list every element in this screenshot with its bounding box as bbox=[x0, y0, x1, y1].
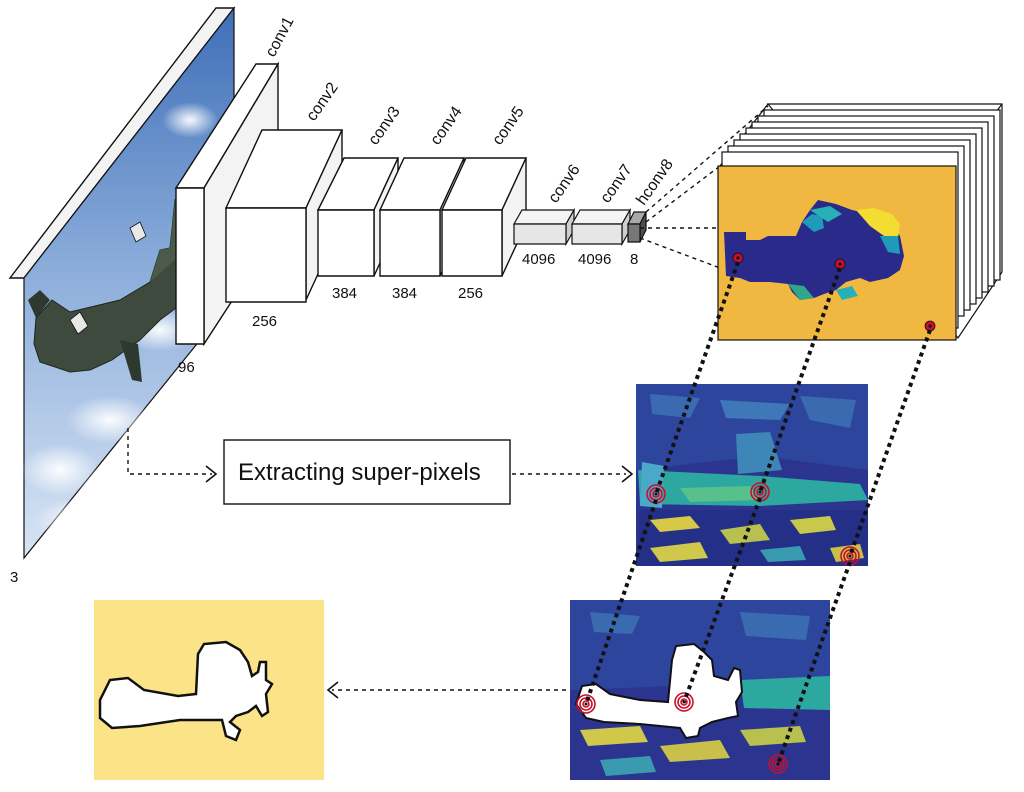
conv7-depth-label: 4096 bbox=[578, 251, 611, 268]
fused-marker-1 bbox=[576, 694, 596, 714]
correspondence-lines bbox=[584, 261, 932, 765]
fused-marker-3 bbox=[768, 754, 788, 774]
conv1-depth-label: 96 bbox=[178, 359, 195, 376]
extract-superpixels-label: Extracting super-pixels bbox=[238, 459, 481, 486]
superpixel-image bbox=[636, 384, 868, 566]
conv1-name-label: conv1 bbox=[263, 14, 298, 60]
result-mask bbox=[94, 600, 324, 780]
conv4-depth-label: 384 bbox=[392, 285, 417, 302]
conv4-block: conv4 384 bbox=[378, 103, 466, 302]
conv5-depth-label: 256 bbox=[458, 285, 483, 302]
hash-map-stack bbox=[717, 103, 1003, 341]
fused-mask bbox=[574, 642, 744, 740]
hash-map-object bbox=[724, 200, 904, 300]
projection-lines bbox=[639, 105, 769, 269]
hconv8-block: hconv8 8 bbox=[627, 156, 677, 268]
conv6-depth-label: 4096 bbox=[522, 251, 555, 268]
conv7-block: conv7 4096 bbox=[570, 161, 636, 268]
hconv8-name-label: hconv8 bbox=[633, 156, 677, 208]
fused-image bbox=[570, 600, 830, 780]
result-arrow bbox=[326, 681, 566, 699]
hconv8-depth-label: 8 bbox=[630, 251, 638, 268]
input-depth-label: 3 bbox=[10, 569, 18, 586]
fused-marker-2 bbox=[674, 692, 694, 712]
conv7-name-label: conv7 bbox=[597, 161, 635, 206]
conv4-name-label: conv4 bbox=[427, 103, 465, 148]
conv5-block: conv5 256 bbox=[440, 103, 528, 302]
superpixel-flow: Extracting super-pixels bbox=[127, 428, 634, 505]
airplane-silhouette-icon bbox=[98, 640, 274, 742]
conv2-depth-label: 256 bbox=[252, 313, 277, 330]
conv6-name-label: conv6 bbox=[545, 161, 583, 206]
conv3-name-label: conv3 bbox=[365, 103, 403, 148]
conv5-name-label: conv5 bbox=[489, 103, 527, 148]
extract-superpixels-box bbox=[223, 439, 511, 505]
conv3-depth-label: 384 bbox=[332, 285, 357, 302]
conv2-name-label: conv2 bbox=[303, 79, 341, 124]
